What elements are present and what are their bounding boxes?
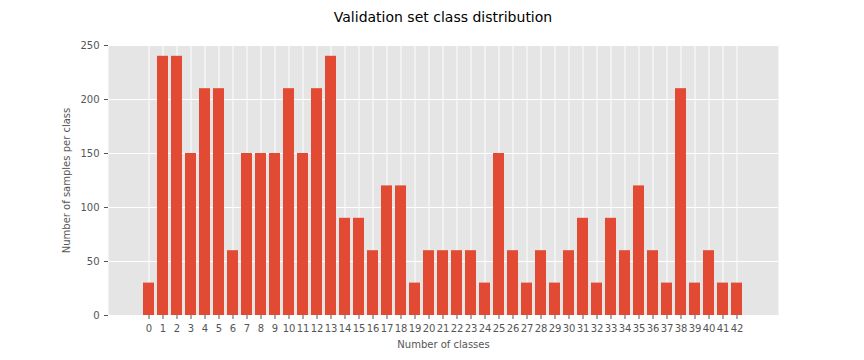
- html-text:Validation set class distribut: Validation set class distribution: [333, 9, 553, 25]
- svg-text:33: 33: [605, 323, 618, 334]
- svg-text:32: 32: [591, 323, 604, 334]
- svg-text:28: 28: [535, 323, 548, 334]
- svg-text:30: 30: [563, 323, 576, 334]
- svg-text:16: 16: [367, 323, 380, 334]
- svg-text:35: 35: [633, 323, 646, 334]
- svg-text:14: 14: [339, 323, 352, 334]
- svg-text:11: 11: [297, 323, 310, 334]
- svg-text:200: 200: [80, 94, 99, 105]
- svg-text:39: 39: [689, 323, 702, 334]
- svg-text:29: 29: [549, 323, 562, 334]
- svg-text:0: 0: [146, 323, 152, 334]
- svg-text:10: 10: [283, 323, 296, 334]
- svg-text:50: 50: [87, 256, 100, 267]
- svg-text:17: 17: [381, 323, 394, 334]
- svg-text:24: 24: [479, 323, 492, 334]
- svg-text:150: 150: [80, 148, 99, 159]
- svg-text:27: 27: [521, 323, 534, 334]
- svg-text:3: 3: [188, 323, 194, 334]
- svg-text:4: 4: [202, 323, 208, 334]
- svg-text:19: 19: [409, 323, 422, 334]
- svg-text:250: 250: [80, 40, 99, 51]
- svg-text:Number of samples per class: Number of samples per class: [61, 108, 72, 254]
- svg-text:15: 15: [353, 323, 366, 334]
- svg-text:26: 26: [507, 323, 520, 334]
- svg-text:5: 5: [216, 323, 222, 334]
- svg-text:34: 34: [619, 323, 632, 334]
- svg-text:Number of classes: Number of classes: [397, 339, 489, 350]
- svg-text:42: 42: [731, 323, 744, 334]
- svg-text:31: 31: [577, 323, 590, 334]
- svg-text:100: 100: [80, 202, 99, 213]
- svg-text:1: 1: [160, 323, 166, 334]
- svg-text:12: 12: [311, 323, 324, 334]
- svg-text:0: 0: [93, 310, 99, 321]
- svg-text:20: 20: [423, 323, 436, 334]
- svg-text:25: 25: [493, 323, 506, 334]
- svg-text:37: 37: [661, 323, 674, 334]
- svg-text:13: 13: [325, 323, 338, 334]
- svg-text:23: 23: [465, 323, 478, 334]
- svg-text:41: 41: [717, 323, 730, 334]
- svg-text:21: 21: [437, 323, 450, 334]
- svg-text:6: 6: [230, 323, 236, 334]
- svg-text:2: 2: [174, 323, 180, 334]
- svg-text:40: 40: [703, 323, 716, 334]
- svg-text:8: 8: [258, 323, 264, 334]
- svg-text:36: 36: [647, 323, 660, 334]
- svg-text:9: 9: [272, 323, 278, 334]
- svg-text:18: 18: [395, 323, 408, 334]
- svg-text:7: 7: [244, 323, 250, 334]
- svg-text:22: 22: [451, 323, 464, 334]
- svg-text:38: 38: [675, 323, 688, 334]
